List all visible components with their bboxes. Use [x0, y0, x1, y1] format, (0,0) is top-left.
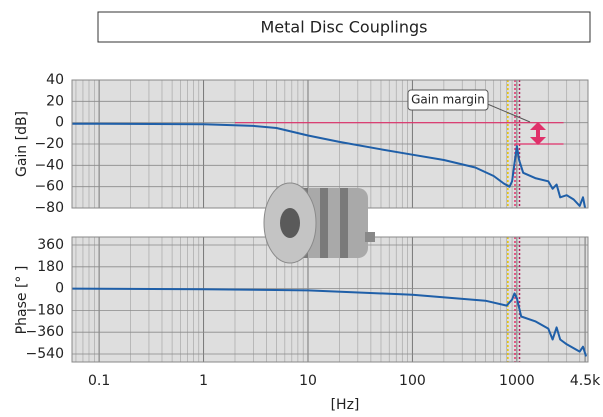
y-tick-label: 20: [46, 93, 64, 109]
x-tick-label: 1000: [499, 373, 535, 389]
y-tick-label: 0: [55, 115, 64, 131]
data-line: [71, 287, 588, 357]
y-tick-label: 180: [37, 259, 64, 275]
y-axis-label: Phase [° ]: [14, 266, 30, 335]
x-tick-label: 4.5k: [570, 373, 601, 389]
coupling-image: [263, 182, 375, 264]
title-box: [97, 11, 591, 43]
y-tick-label: −80: [34, 200, 64, 216]
y-tick-label: −180: [26, 302, 64, 318]
annotation: Gain margin: [411, 93, 485, 107]
data-line: [72, 122, 587, 209]
y-tick-label: 0: [55, 281, 64, 297]
x-tick-label: 10: [299, 373, 317, 389]
chart-title: Metal Disc Couplings: [260, 18, 427, 37]
y-tick-label: 40: [46, 72, 64, 88]
y-tick-label: −40: [34, 157, 64, 173]
y-tick-label: −60: [34, 179, 64, 195]
gain-margin-callout: Gain margin: [407, 89, 546, 145]
x-tick-label: 1: [199, 373, 208, 389]
y-tick-label: −540: [26, 346, 64, 362]
y-tick-label: −360: [26, 324, 64, 340]
y-tick-label: −20: [34, 136, 64, 152]
y-axis-label: Gain [dB]: [14, 111, 30, 177]
x-axis-label: [Hz]: [331, 397, 360, 413]
y-tick-label: 360: [37, 237, 64, 253]
x-tick-label: 100: [399, 373, 426, 389]
x-tick-label: 0.1: [88, 373, 110, 389]
